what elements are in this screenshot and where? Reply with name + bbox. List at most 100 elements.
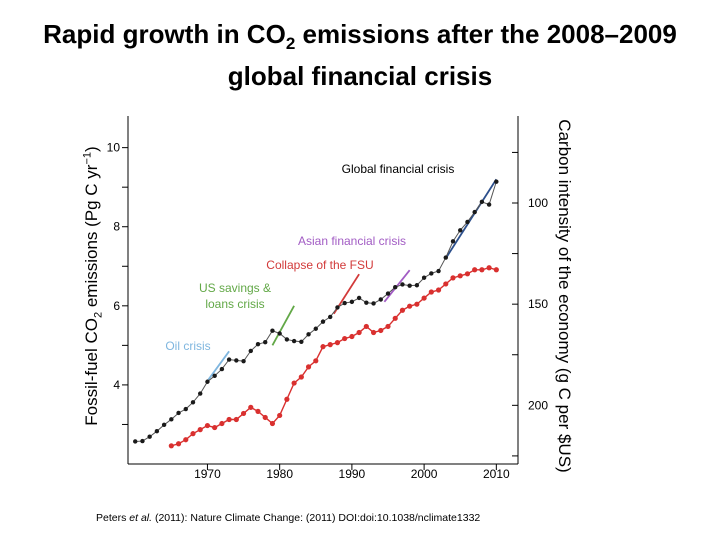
intensity-point	[464, 271, 471, 277]
emissions-point	[169, 417, 174, 422]
intensity-point	[291, 380, 297, 386]
emissions-point	[234, 358, 239, 363]
intensity-point	[269, 420, 276, 427]
intensity-point	[183, 437, 189, 443]
emissions-point	[190, 400, 196, 405]
emissions-point	[400, 282, 405, 287]
intensity-point	[204, 422, 211, 429]
intensity-point	[320, 344, 326, 350]
intensity-point	[399, 307, 406, 313]
axes-layer: 1970 1980 1990 2000 2010 4 6 8 10 100 150 200	[107, 116, 548, 481]
intensity-point	[356, 329, 362, 336]
emissions-line	[135, 181, 497, 442]
emissions-point	[320, 319, 326, 324]
emissions-point	[284, 337, 290, 342]
y-left-tick-label: 8	[113, 220, 120, 234]
y-left-tick-label: 10	[107, 141, 121, 155]
intensity-point	[363, 323, 369, 330]
intensity-point	[313, 358, 319, 364]
x-tick-label: 1970	[194, 467, 221, 481]
emissions-point	[429, 271, 434, 276]
x-tick-label: 1990	[339, 467, 366, 481]
emissions-point	[472, 209, 477, 215]
citation: Peters et al. (2011): Nature Climate Cha…	[96, 512, 481, 524]
emissions-point	[364, 300, 369, 305]
intensity-point	[305, 364, 312, 370]
intensity-point	[385, 323, 391, 330]
asian-crisis-label: Asian financial crisis	[298, 234, 406, 248]
emissions-point	[212, 373, 217, 379]
intensity-point	[435, 287, 442, 293]
emissions-point	[299, 339, 304, 345]
intensity-point	[284, 396, 290, 402]
intensity-point	[190, 431, 196, 437]
intensity-point	[407, 303, 413, 309]
y-left-axis-label: Fossil-fuel CO2 emissions (Pg C yr−1)	[81, 146, 105, 426]
emissions-point	[291, 338, 297, 344]
intensity-point	[168, 443, 174, 449]
emissions-point	[414, 283, 420, 288]
emissions-point	[335, 305, 340, 310]
intensity-point	[233, 416, 239, 423]
intensity-point	[226, 416, 232, 423]
intensity-point	[450, 275, 456, 281]
intensity-point	[472, 267, 478, 273]
emissions-point	[465, 219, 470, 225]
intensity-line	[171, 267, 497, 447]
emissions-point	[313, 326, 318, 331]
emissions-point	[378, 297, 383, 302]
us-savings-line	[271, 305, 295, 346]
oil-crisis-label: Oil crisis	[165, 339, 210, 353]
emissions-point	[147, 434, 152, 439]
y-left-tick-label: 6	[113, 299, 120, 313]
emissions-point	[241, 358, 246, 364]
intensity-point	[414, 301, 420, 307]
intensity-point	[262, 414, 268, 421]
intensity-point	[212, 424, 218, 431]
y-right-tick-label: 200	[528, 398, 548, 412]
gfc-label: Global financial crisis	[342, 162, 455, 176]
intensity-point	[421, 295, 427, 301]
emissions-point	[263, 340, 268, 345]
intensity-point	[240, 410, 247, 417]
intensity-point	[486, 265, 492, 271]
chart-title: Rapid growth in CO2 emissions after the …	[43, 19, 677, 92]
intensity-point	[327, 342, 333, 348]
emissions-point	[183, 406, 188, 412]
emissions-point	[342, 300, 347, 306]
y-right-tick-label: 100	[528, 196, 548, 210]
x-tick-label: 1980	[266, 467, 293, 481]
intensity-point	[392, 315, 398, 321]
intensity-point	[334, 340, 341, 346]
emissions-point	[479, 199, 485, 205]
intensity-point	[457, 273, 463, 279]
emissions-point	[161, 422, 167, 428]
emissions-point	[219, 366, 225, 372]
fsu-label: Collapse of the FSU	[266, 258, 373, 272]
intensity-point	[378, 327, 384, 334]
intensity-point	[298, 374, 304, 380]
us-savings-label: US savings & loans crisis	[199, 281, 271, 311]
emissions-point	[421, 275, 427, 280]
intensity-point	[255, 408, 261, 414]
emissions-point	[371, 301, 376, 306]
emissions-point	[154, 428, 160, 434]
emissions-point	[349, 299, 355, 305]
emissions-point	[450, 239, 456, 244]
emissions-point	[393, 285, 398, 290]
emissions-point	[248, 348, 253, 354]
emissions-point	[198, 391, 203, 396]
emissions-point	[205, 379, 210, 384]
emissions-point	[385, 291, 391, 296]
intensity-point	[175, 441, 182, 447]
emissions-point	[486, 202, 492, 207]
emissions-point	[436, 268, 441, 274]
gfc-line	[445, 178, 498, 259]
emissions-point	[176, 410, 181, 416]
annotation-labels: Oil crisis US savings & loans crisis Collap…	[165, 162, 454, 353]
intensity-point	[342, 335, 348, 342]
emissions-point	[407, 283, 412, 288]
emissions-point	[255, 341, 261, 347]
intensity-point	[277, 412, 283, 419]
